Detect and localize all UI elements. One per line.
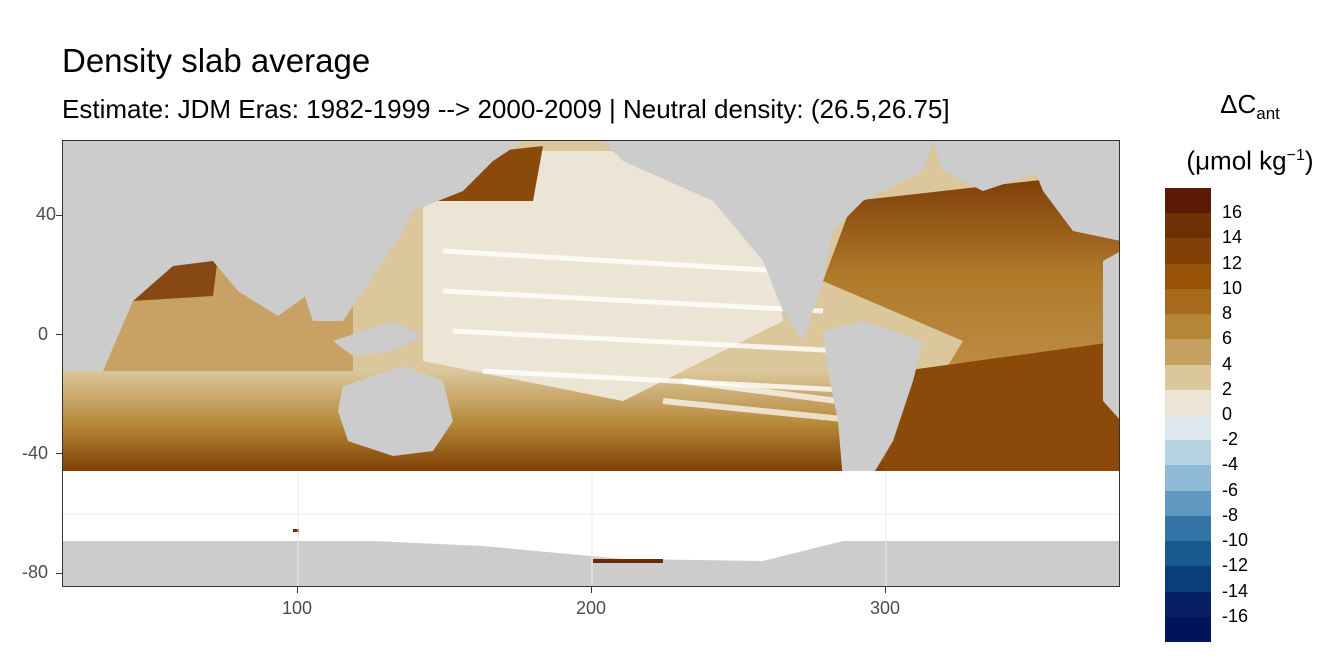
- asia-east: [303, 141, 523, 321]
- legend-swatch: [1165, 465, 1211, 491]
- plot-subtitle: Estimate: JDM Eras: 1982-1999 --> 2000-2…: [62, 94, 950, 124]
- legend-label: 10: [1222, 277, 1243, 298]
- europe-right: [1023, 141, 1119, 241]
- x-tick-label: 300: [869, 598, 901, 618]
- indonesia: [333, 321, 423, 356]
- legend-label: -4: [1222, 454, 1239, 475]
- y-tick-mark: [56, 573, 62, 574]
- legend-swatch: [1165, 616, 1211, 642]
- legend-label: 12: [1222, 252, 1243, 273]
- y-tick-label: 0: [37, 324, 48, 344]
- legend-unit-pre: (μmol kg: [1186, 145, 1287, 176]
- pacific-streaks: [442, 248, 864, 394]
- legend-label: 0: [1222, 404, 1233, 424]
- legend-label: 16: [1222, 202, 1243, 223]
- x-tick-mark: [591, 587, 592, 593]
- legend-swatch: [1165, 364, 1211, 390]
- south-atlantic: [883, 341, 1119, 471]
- x-tick-label: 200: [575, 598, 607, 618]
- y-tick-mark: [56, 215, 62, 216]
- legend-symbol: ΔC: [1220, 89, 1257, 119]
- y-tick-mark: [56, 334, 62, 335]
- no-data-band: [63, 471, 1119, 541]
- legend-swatch: [1165, 339, 1211, 365]
- y-tick-label: -40: [21, 443, 48, 463]
- legend-label: 4: [1222, 353, 1233, 374]
- antarctic-strip: [293, 529, 299, 532]
- plot-title: Density slab average: [62, 42, 371, 79]
- legend-swatch: [1165, 591, 1211, 617]
- x-tick-label: 100: [281, 598, 313, 618]
- australia: [338, 366, 453, 456]
- legend-swatch: [1165, 389, 1211, 415]
- south-america: [823, 321, 923, 491]
- legend-label: 8: [1222, 303, 1233, 324]
- north-america: [603, 141, 933, 341]
- legend-label: -16: [1222, 605, 1249, 626]
- legend-swatch: [1165, 440, 1211, 466]
- legend-label: -12: [1222, 555, 1249, 576]
- legend-swatch: [1165, 566, 1211, 592]
- legend-swatch: [1165, 541, 1211, 567]
- x-tick-mark: [885, 587, 886, 593]
- map-svg: [63, 141, 1119, 586]
- land-masses: [63, 141, 1119, 586]
- legend-title: ΔCant (μmol kg−1): [1165, 86, 1335, 179]
- y-tick-label: -80: [21, 562, 48, 582]
- legend-unit-sup: −1: [1286, 147, 1305, 165]
- grid-lines: [63, 471, 1119, 586]
- legend-colorbar: [1165, 188, 1211, 642]
- eurasia-africa: [63, 141, 423, 371]
- legend-swatch: [1165, 263, 1211, 289]
- antarctic-strip: [593, 559, 663, 563]
- antarctica: [63, 521, 1119, 586]
- legend-label: -14: [1222, 580, 1249, 601]
- south-pacific-streaks: [662, 378, 864, 424]
- north-pacific: [423, 151, 783, 401]
- legend-swatch: [1165, 288, 1211, 315]
- legend-unit-post: ): [1304, 145, 1314, 176]
- legend-label: -10: [1222, 530, 1249, 551]
- legend-swatch: [1165, 188, 1211, 214]
- x-tick-mark: [297, 587, 298, 593]
- africa-east: [1103, 252, 1119, 419]
- legend-swatch: [1165, 414, 1211, 441]
- legend-label: 2: [1222, 378, 1233, 399]
- map-panel: [62, 140, 1120, 587]
- legend-swatch: [1165, 515, 1211, 542]
- legend-swatch: [1165, 314, 1211, 340]
- legend-label: -6: [1222, 479, 1239, 500]
- legend-swatch: [1165, 490, 1211, 516]
- y-tick-label: 40: [35, 204, 56, 224]
- legend-label: 6: [1222, 328, 1233, 349]
- y-tick-mark: [56, 453, 62, 454]
- legend-subscript: ant: [1256, 104, 1280, 124]
- legend-label: -8: [1222, 504, 1239, 525]
- legend-label: 14: [1222, 227, 1243, 248]
- legend-swatch: [1165, 213, 1211, 239]
- legend-swatch: [1165, 238, 1211, 264]
- legend-label: -2: [1222, 429, 1239, 450]
